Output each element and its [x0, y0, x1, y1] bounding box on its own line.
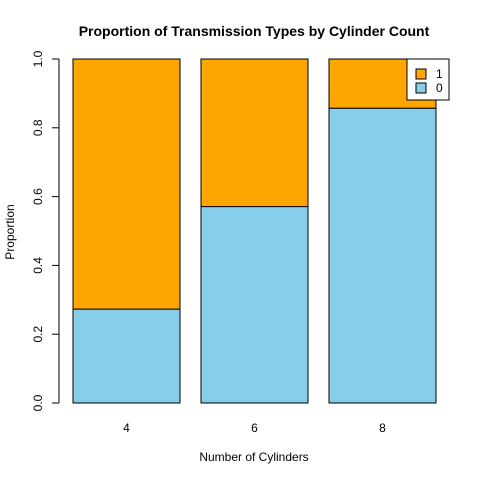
chart-title: Proportion of Transmission Types by Cyli… [79, 23, 430, 39]
y-axis: 0.0 0.2 0.4 0.6 0.8 1.0 [31, 50, 60, 411]
x-tick-label: 4 [123, 421, 130, 435]
y-tick-label: 1.0 [31, 50, 45, 67]
x-tick-label: 8 [379, 421, 386, 435]
legend-swatch-0 [415, 82, 427, 94]
legend-label-0: 0 [436, 81, 443, 95]
x-axis-label: Number of Cylinders [199, 450, 308, 464]
bar-segment-8-series-0 [328, 107, 437, 404]
legend-label-1: 1 [436, 67, 443, 81]
y-tick-label: 0.2 [31, 326, 45, 343]
y-tick-label: 0.4 [31, 257, 45, 274]
y-tick-label: 0.6 [31, 188, 45, 205]
legend-box [406, 58, 450, 101]
x-tick-label: 6 [251, 421, 258, 435]
bar-segment-6-series-1 [200, 58, 309, 208]
legend: 10 [406, 58, 450, 101]
y-tick-label: 0.0 [31, 394, 45, 411]
y-axis-label: Proportion [3, 204, 17, 259]
legend-swatch-1 [415, 68, 427, 80]
bar-segment-4-series-1 [72, 58, 181, 310]
bar-segment-6-series-0 [200, 206, 309, 404]
y-tick-label: 0.8 [31, 119, 45, 136]
bars [72, 58, 437, 404]
x-axis-ticks: 4 6 8 [123, 421, 386, 435]
bar-segment-4-series-0 [72, 308, 181, 404]
